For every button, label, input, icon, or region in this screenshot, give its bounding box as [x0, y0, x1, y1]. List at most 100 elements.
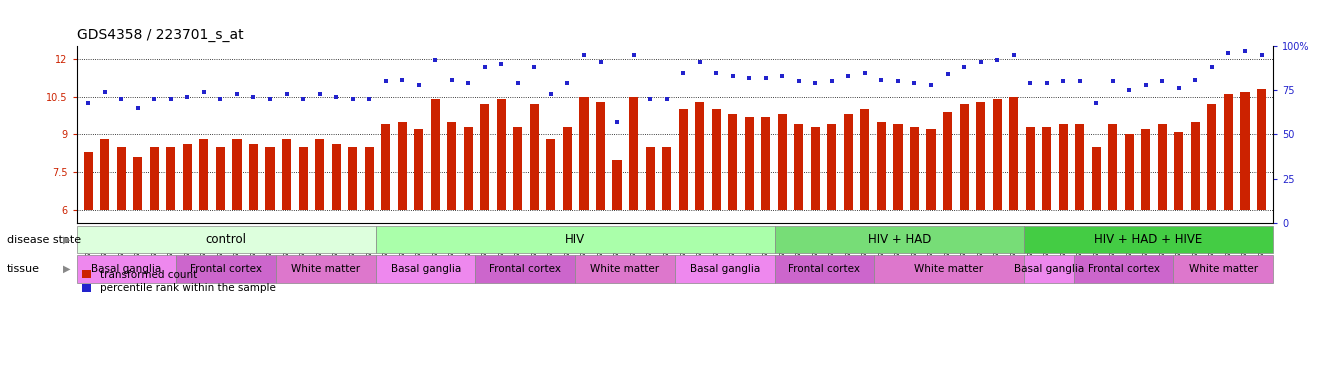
Point: [1019, 80, 1040, 86]
Point: [408, 82, 430, 88]
Bar: [1240, 91, 1249, 210]
Point: [1202, 64, 1223, 70]
Bar: [149, 147, 159, 210]
Bar: [1108, 124, 1117, 210]
Bar: [476, 255, 575, 283]
Bar: [1257, 89, 1266, 210]
Point: [821, 78, 842, 84]
Point: [1169, 85, 1190, 91]
Text: Basal ganglia: Basal ganglia: [1014, 264, 1084, 274]
Bar: [828, 124, 837, 210]
Point: [144, 96, 165, 102]
Text: White matter: White matter: [1188, 264, 1257, 274]
Text: ▶: ▶: [62, 264, 70, 274]
Bar: [645, 147, 654, 210]
Bar: [77, 226, 375, 253]
Point: [1136, 82, 1157, 88]
Text: Basal ganglia: Basal ganglia: [390, 264, 461, 274]
Point: [325, 94, 346, 100]
Bar: [1042, 127, 1051, 210]
Bar: [315, 139, 324, 210]
Bar: [1174, 255, 1273, 283]
Bar: [1073, 255, 1174, 283]
Point: [193, 89, 214, 95]
Point: [1185, 76, 1206, 83]
Bar: [266, 147, 275, 210]
Bar: [546, 139, 555, 210]
Point: [1003, 52, 1025, 58]
Bar: [1207, 104, 1216, 210]
Point: [391, 76, 412, 83]
Bar: [728, 114, 738, 210]
Point: [259, 96, 280, 102]
Text: GDS4358 / 223701_s_at: GDS4358 / 223701_s_at: [77, 28, 243, 41]
Point: [111, 96, 132, 102]
Point: [607, 119, 628, 125]
Text: HIV + HAD: HIV + HAD: [867, 233, 931, 246]
Point: [424, 57, 446, 63]
Text: Basal ganglia: Basal ganglia: [690, 264, 760, 274]
Point: [854, 70, 875, 76]
Point: [177, 94, 198, 100]
Bar: [1075, 124, 1084, 210]
Text: Frontal cortex: Frontal cortex: [788, 264, 861, 274]
Bar: [761, 117, 771, 210]
Point: [541, 91, 562, 97]
Bar: [83, 152, 93, 210]
Point: [78, 99, 99, 106]
Point: [127, 105, 148, 111]
Bar: [1023, 255, 1073, 283]
Point: [358, 96, 379, 102]
Point: [490, 61, 512, 67]
Text: White matter: White matter: [915, 264, 984, 274]
Bar: [810, 127, 820, 210]
Point: [1218, 50, 1239, 56]
Bar: [1158, 124, 1167, 210]
Bar: [993, 99, 1002, 210]
Point: [689, 59, 710, 65]
Point: [1235, 48, 1256, 55]
Bar: [1092, 147, 1101, 210]
Bar: [943, 112, 952, 210]
Legend: transformed count, percentile rank within the sample: transformed count, percentile rank withi…: [82, 270, 275, 293]
Text: HIV + HAD + HIVE: HIV + HAD + HIVE: [1095, 233, 1203, 246]
Bar: [910, 127, 919, 210]
Bar: [1224, 94, 1233, 210]
Bar: [795, 124, 804, 210]
Point: [640, 96, 661, 102]
Bar: [513, 127, 522, 210]
Bar: [365, 147, 374, 210]
Text: Frontal cortex: Frontal cortex: [190, 264, 262, 274]
Bar: [575, 255, 674, 283]
Bar: [215, 147, 225, 210]
Point: [673, 70, 694, 76]
Bar: [1141, 129, 1150, 210]
Bar: [414, 129, 423, 210]
Point: [871, 76, 892, 83]
Point: [1151, 78, 1173, 84]
Point: [970, 59, 992, 65]
Bar: [612, 160, 621, 210]
Point: [557, 80, 578, 86]
Point: [656, 96, 677, 102]
Bar: [775, 226, 1023, 253]
Point: [243, 94, 264, 100]
Point: [276, 91, 297, 97]
Bar: [276, 255, 375, 283]
Point: [920, 82, 941, 88]
Bar: [431, 99, 440, 210]
Bar: [579, 96, 588, 210]
Text: disease state: disease state: [7, 235, 81, 245]
Point: [442, 76, 463, 83]
Point: [1103, 78, 1124, 84]
Text: Frontal cortex: Frontal cortex: [489, 264, 562, 274]
Point: [706, 70, 727, 76]
Bar: [894, 124, 903, 210]
Bar: [563, 127, 572, 210]
Point: [1036, 80, 1058, 86]
Point: [986, 57, 1007, 63]
Point: [623, 52, 644, 58]
Bar: [167, 147, 176, 210]
Bar: [497, 99, 506, 210]
Point: [788, 78, 809, 84]
